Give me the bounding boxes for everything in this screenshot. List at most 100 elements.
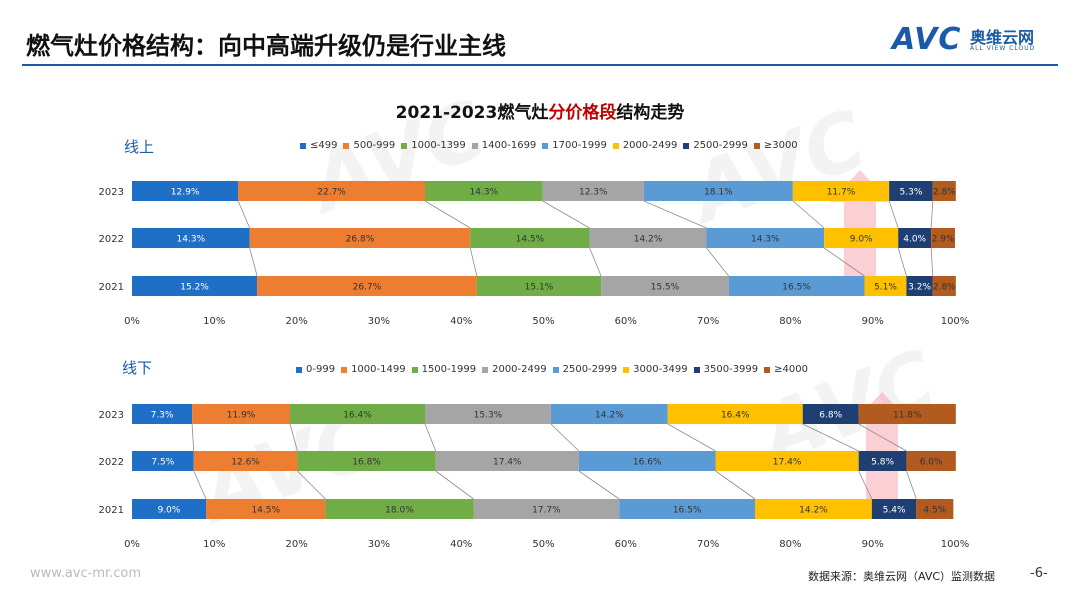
- data-label: 6.8%: [819, 411, 842, 421]
- bar-segment: [601, 276, 729, 296]
- x-tick-label: 30%: [368, 539, 390, 550]
- data-label: 16.6%: [633, 458, 662, 468]
- data-label: 2.9%: [932, 235, 955, 245]
- bar-segment: [132, 404, 193, 424]
- data-label: 12.3%: [579, 188, 608, 198]
- legend-swatch: [482, 366, 489, 373]
- series-connector-line: [858, 423, 907, 452]
- bar-segment: [706, 228, 825, 248]
- x-tick-label: 70%: [697, 539, 719, 550]
- x-tick-label: 80%: [779, 539, 801, 550]
- data-label: 14.2%: [634, 235, 663, 245]
- data-label: 12.6%: [231, 458, 260, 468]
- data-label: 15.1%: [525, 283, 554, 293]
- series-connector-line: [643, 200, 707, 229]
- bar-segment: [889, 181, 933, 201]
- series-connector-line: [897, 247, 907, 277]
- series-connector-line: [193, 470, 207, 500]
- series-connector-line: [888, 200, 899, 229]
- data-label: 14.5%: [251, 506, 280, 516]
- x-tick-label: 70%: [697, 316, 719, 327]
- data-label: 14.3%: [751, 235, 780, 245]
- bar-segment: [858, 404, 956, 424]
- bar-segment: [728, 276, 865, 296]
- category-label: 2022: [99, 234, 124, 245]
- data-label: 5.4%: [883, 506, 906, 516]
- series-connector-line: [249, 247, 258, 277]
- legend-item: 0-999: [296, 364, 335, 375]
- legend-swatch: [296, 366, 302, 373]
- bar-segment: [715, 451, 859, 471]
- series-connector-line: [930, 247, 934, 277]
- legend-label: 0-999: [306, 364, 336, 375]
- x-tick-label: 50%: [532, 539, 554, 550]
- series-connector-line: [289, 423, 298, 452]
- bar-segment: [132, 228, 250, 248]
- data-label: 14.2%: [595, 411, 624, 421]
- legend-swatch: [300, 142, 306, 149]
- data-label: 14.2%: [799, 506, 828, 516]
- legend-item: 500-999: [343, 140, 395, 151]
- legend-swatch: [612, 142, 619, 149]
- legend-label: 1700-1999: [552, 140, 607, 151]
- legend-swatch: [693, 366, 700, 373]
- bar-segment: [542, 181, 644, 201]
- bar-segment: [578, 451, 716, 471]
- bar-segment: [297, 451, 436, 471]
- series-connector-line: [906, 470, 917, 500]
- data-label: 16.5%: [782, 283, 811, 293]
- logo-mark: AVC: [892, 22, 962, 57]
- category-label: 2021: [99, 282, 124, 293]
- legend-swatch: [471, 142, 478, 149]
- bar-segment: [864, 276, 907, 296]
- legend-label: 2000-2499: [622, 140, 678, 151]
- bar-segment: [257, 276, 477, 296]
- category-label: 2023: [99, 187, 124, 198]
- legend-label: 3500-3999: [703, 364, 759, 375]
- legend-label: ≤499: [310, 140, 338, 151]
- legend-label: 3000-3499: [633, 364, 688, 375]
- data-label: 11.7%: [827, 188, 856, 198]
- bar-segment: [792, 181, 890, 201]
- legend-item: 2500-2999: [683, 140, 748, 151]
- data-label: 16.4%: [721, 411, 750, 421]
- data-label: 9.0%: [158, 506, 181, 516]
- x-tick-label: 60%: [615, 316, 637, 327]
- data-label: 3.2%: [908, 283, 931, 293]
- data-label: 7.5%: [151, 458, 174, 468]
- data-label: 4.5%: [923, 506, 946, 516]
- legend-item: 1400-1699: [471, 140, 536, 151]
- legend-label: 2500-2999: [693, 140, 748, 151]
- bar-segment: [192, 404, 291, 424]
- page-title: 燃气灶价格结构：向中高端升级仍是行业主线: [26, 32, 506, 60]
- data-label: 6.0%: [920, 458, 943, 468]
- x-tick-label: 10%: [203, 539, 225, 550]
- bar-segment: [932, 276, 956, 296]
- offline-section-label: 线下: [122, 359, 153, 377]
- series-connector-line: [550, 423, 580, 452]
- data-label: 16.8%: [352, 458, 381, 468]
- bar-segment: [550, 404, 668, 424]
- chart-title-highlight: 分价格段: [548, 103, 617, 123]
- data-label: 26.8%: [346, 235, 375, 245]
- data-label: 14.3%: [177, 235, 206, 245]
- bar-segment: [424, 404, 551, 424]
- x-tick-label: 80%: [779, 316, 801, 327]
- legend-item: 1000-1399: [401, 140, 466, 151]
- series-connector-line: [542, 200, 590, 229]
- data-source-note: 数据来源：奥维云网（AVC）监测数据: [808, 570, 996, 583]
- avc-logo: AVC 奥维云网 ALL VIEW CLOUD: [892, 22, 1062, 58]
- bar-segment: [206, 499, 326, 519]
- data-label: 2.8%: [933, 283, 956, 293]
- data-label: 2.8%: [933, 188, 956, 198]
- bar-segment: [290, 404, 425, 424]
- legend-swatch: [764, 366, 771, 373]
- series-connector-line: [667, 423, 716, 452]
- bar-segment: [473, 499, 620, 519]
- data-label: 5.3%: [900, 188, 923, 198]
- bar-segment: [132, 451, 194, 471]
- legend-swatch: [753, 142, 760, 149]
- data-label: 15.5%: [651, 283, 680, 293]
- legend-item: 1500-1999: [411, 364, 476, 375]
